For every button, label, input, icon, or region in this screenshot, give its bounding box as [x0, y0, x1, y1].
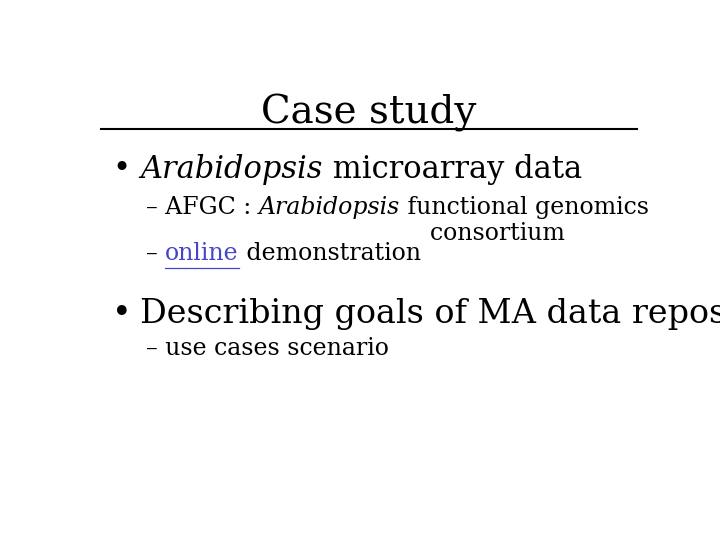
Text: functional genomics
    consortium: functional genomics consortium: [400, 196, 649, 245]
Text: – AFGC :: – AFGC :: [145, 196, 258, 219]
Text: demonstration: demonstration: [238, 241, 420, 265]
Text: –: –: [145, 241, 165, 265]
Text: Arabidopsis: Arabidopsis: [140, 154, 323, 185]
Text: Arabidopsis: Arabidopsis: [258, 196, 400, 219]
Text: – use cases scenario: – use cases scenario: [145, 337, 389, 360]
Text: •: •: [112, 298, 132, 329]
Text: microarray data: microarray data: [323, 154, 582, 185]
Text: online: online: [165, 241, 238, 265]
Text: Describing goals of MA data repository :: Describing goals of MA data repository :: [140, 298, 720, 329]
Text: •: •: [112, 154, 130, 185]
Text: Case study: Case study: [261, 94, 477, 132]
